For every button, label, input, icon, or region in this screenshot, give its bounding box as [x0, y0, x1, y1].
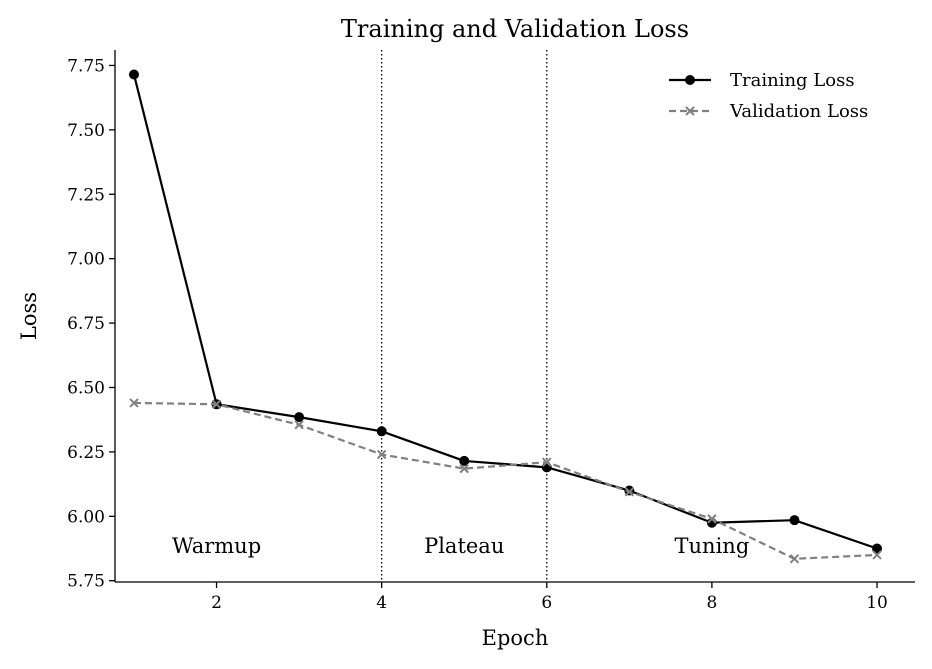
y-tick-label: 6.00	[67, 507, 105, 527]
y-tick-label: 5.75	[67, 572, 105, 592]
y-tick-label: 6.50	[67, 378, 105, 398]
legend-label: Validation Loss	[729, 101, 868, 122]
validation-loss-point	[542, 457, 552, 467]
training-loss-point	[294, 412, 305, 423]
chart-title: Training and Validation Loss	[341, 15, 689, 43]
training-loss-point	[541, 462, 552, 473]
validation-loss-point	[789, 554, 800, 564]
x-tick-label: 6	[541, 593, 552, 613]
legend-label: Training Loss	[730, 70, 855, 91]
training-loss-point	[128, 69, 139, 80]
validation-loss-point	[872, 550, 882, 560]
training-loss-point	[376, 426, 387, 437]
validation-loss-point	[707, 514, 717, 524]
validation-loss-point	[459, 463, 469, 474]
validation-loss-point	[211, 399, 222, 409]
validation-loss-point	[376, 449, 387, 460]
legend-marker	[685, 106, 695, 116]
x-axis-label: Epoch	[482, 626, 549, 650]
y-axis-label: Loss	[17, 292, 41, 340]
y-tick-label: 7.75	[67, 56, 105, 76]
y-tick-label: 7.50	[67, 121, 105, 141]
region-label: Plateau	[424, 534, 504, 558]
x-tick-label: 10	[866, 593, 888, 613]
validation-loss-point	[129, 398, 139, 408]
y-tick-label: 6.75	[67, 314, 105, 334]
validation-loss-point	[624, 487, 635, 497]
validation-loss-line	[133, 401, 878, 560]
x-tick-label: 4	[376, 593, 387, 613]
training-loss-point	[872, 543, 883, 554]
y-tick-label: 7.25	[67, 185, 105, 205]
validation-loss-point	[294, 420, 304, 430]
legend: Training Loss Validation Loss	[669, 70, 868, 122]
y-tick-label: 6.25	[67, 443, 105, 463]
legend-marker	[685, 75, 695, 85]
training-loss-line	[132, 74, 878, 550]
x-tick-label: 8	[706, 593, 717, 613]
region-label: Warmup	[172, 534, 261, 558]
training-loss-point	[789, 515, 800, 526]
y-tick-label: 7.00	[67, 250, 105, 270]
training-loss-point	[459, 455, 470, 466]
plot-area: 2 4 6 8 10 5.75 6.00 6.25 6.50 6.75 7.00 7.25 7.50 7.…	[67, 50, 915, 613]
region-label: Tuning	[675, 534, 750, 558]
x-tick-label: 2	[211, 593, 222, 613]
